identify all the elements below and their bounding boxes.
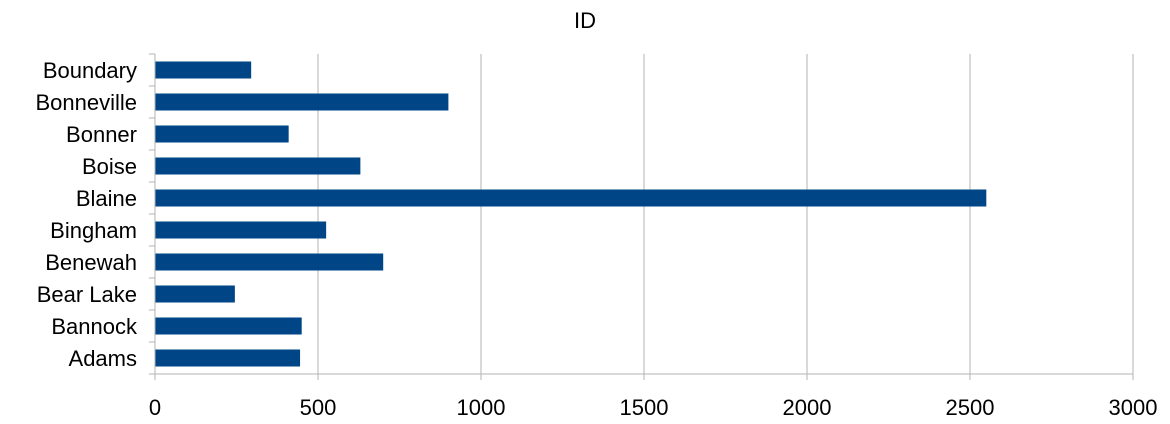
bars bbox=[155, 61, 987, 367]
tick-labels: 0 500 1000 1500 2000 2500 3000 Boundary Bonnevil… bbox=[35, 58, 1157, 420]
x-tick-label: 2500 bbox=[946, 395, 995, 420]
x-tick-label: 500 bbox=[300, 395, 337, 420]
bar bbox=[155, 317, 302, 335]
bar bbox=[155, 93, 449, 111]
y-tick-label: Boundary bbox=[43, 58, 137, 83]
x-tick-label: 0 bbox=[149, 395, 161, 420]
y-tick-label: Bonner bbox=[66, 122, 137, 147]
bar bbox=[155, 157, 361, 175]
y-tick-label: Adams bbox=[69, 346, 137, 371]
y-tick-label: Bear Lake bbox=[37, 282, 137, 307]
chart-title: ID bbox=[574, 8, 596, 33]
x-tick-label: 1500 bbox=[620, 395, 669, 420]
y-tick-label: Bingham bbox=[50, 218, 137, 243]
y-tick-label: Bonneville bbox=[35, 90, 137, 115]
bar bbox=[155, 221, 327, 239]
gridlines bbox=[317, 54, 1134, 380]
y-tick-label: Boise bbox=[82, 154, 137, 179]
bar bbox=[155, 349, 301, 367]
y-tick-label: Blaine bbox=[76, 186, 137, 211]
x-tick-label: 1000 bbox=[457, 395, 506, 420]
y-tick-label: Bannock bbox=[51, 314, 138, 339]
bar bbox=[155, 285, 235, 303]
bar bbox=[155, 125, 289, 143]
bar bbox=[155, 253, 384, 271]
y-tick-label: Benewah bbox=[45, 250, 137, 275]
x-tick-label: 3000 bbox=[1109, 395, 1158, 420]
bar bbox=[155, 61, 252, 79]
x-tick-label: 2000 bbox=[783, 395, 832, 420]
bar bbox=[155, 189, 987, 207]
axes bbox=[149, 53, 1133, 380]
